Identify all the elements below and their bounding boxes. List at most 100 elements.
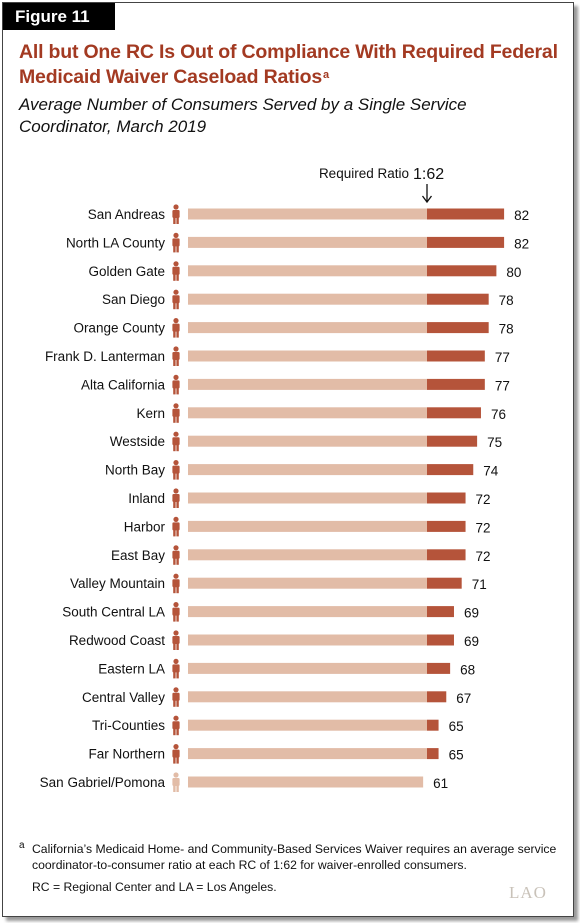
- person-icon: [172, 516, 180, 537]
- data-label: 78: [499, 322, 514, 337]
- person-icon-leg: [176, 700, 179, 707]
- data-label: 74: [483, 464, 499, 479]
- data-label: 71: [472, 577, 487, 592]
- person-icon: [172, 744, 180, 764]
- bar-excess: [427, 492, 466, 504]
- person-icon-leg: [176, 444, 179, 452]
- person-icon-leg: [176, 245, 179, 253]
- category-label: Eastern LA: [98, 661, 165, 676]
- person-icon-leg: [173, 671, 176, 679]
- category-label: San Gabriel/Pomona: [40, 775, 166, 790]
- bar-excess: [427, 464, 474, 476]
- bar-base: [188, 322, 427, 334]
- person-icon-leg: [176, 302, 179, 310]
- person-icon-head: [173, 516, 179, 522]
- person-icon-leg: [173, 615, 176, 622]
- person-icon: [172, 204, 180, 224]
- person-icon-head: [173, 374, 179, 380]
- person-icon-head: [173, 545, 179, 551]
- category-label: Kern: [136, 406, 165, 421]
- person-icon-head: [173, 403, 179, 409]
- person-icon-body: [172, 465, 180, 474]
- bar-base: [188, 577, 427, 589]
- person-icon-leg: [173, 728, 176, 736]
- category-label: Alta California: [81, 377, 166, 392]
- person-icon-leg: [173, 643, 176, 650]
- bar-base: [188, 464, 427, 476]
- person-icon-leg: [173, 757, 176, 764]
- footnote-text: California’s Medicaid Home- and Communit…: [32, 842, 557, 872]
- person-icon-leg: [176, 529, 179, 537]
- person-icon-leg: [173, 359, 176, 366]
- person-icon-leg: [173, 302, 176, 310]
- person-icon-body: [172, 380, 180, 389]
- person-icon-head: [173, 232, 179, 238]
- chart-rows: San Andreas 82 North LA County 82 Golden Gat…: [40, 204, 529, 792]
- category-label: East Bay: [111, 548, 165, 563]
- person-icon-leg: [173, 586, 176, 594]
- person-icon-leg: [176, 586, 179, 594]
- person-icon-leg: [176, 473, 179, 480]
- bar-excess: [427, 322, 489, 334]
- person-icon-leg: [176, 501, 179, 508]
- person-icon-body: [172, 323, 180, 332]
- bar-base: [188, 492, 427, 504]
- person-icon-leg: [176, 387, 179, 395]
- person-icon-body: [172, 437, 180, 446]
- person-icon: [172, 261, 180, 281]
- person-icon-head: [173, 715, 179, 721]
- required-ratio-value: 1:62: [413, 166, 444, 183]
- data-label: 69: [464, 634, 479, 649]
- person-icon: [172, 573, 180, 594]
- bar-row: Orange County 78: [73, 318, 514, 338]
- person-icon-leg: [176, 217, 179, 224]
- person-icon-body: [172, 550, 180, 559]
- data-label: 67: [456, 691, 471, 706]
- required-ratio-label: Required Ratio: [319, 166, 409, 181]
- chart-title-text: All but One RC Is Out of Compliance With…: [19, 41, 558, 88]
- category-label: Frank D. Lanterman: [45, 349, 165, 364]
- person-icon-head: [173, 261, 179, 267]
- bar-row: San Andreas 82: [88, 204, 529, 224]
- person-icon: [172, 232, 180, 253]
- data-label: 68: [460, 662, 475, 677]
- category-label: South Central LA: [62, 605, 165, 620]
- figure-label: Figure 11: [3, 3, 115, 30]
- person-icon: [172, 346, 180, 366]
- bar-base: [188, 691, 427, 703]
- person-icon-head: [173, 744, 179, 750]
- person-icon-head: [173, 772, 179, 778]
- person-icon-body: [172, 266, 180, 275]
- bar-row: Westside 75: [110, 431, 502, 452]
- bar-base: [188, 549, 427, 561]
- person-icon-leg: [176, 416, 179, 423]
- person-icon-leg: [176, 643, 179, 650]
- bar-excess: [427, 719, 439, 731]
- person-icon-body: [172, 664, 180, 673]
- abbreviations-note: RC = Regional Center and LA = Los Angele…: [32, 880, 277, 894]
- bar-row: Tri-Counties 65: [92, 715, 464, 736]
- person-icon-head: [173, 460, 179, 466]
- chart-subtitle: Average Number of Consumers Served by a …: [19, 95, 467, 136]
- bar-base: [188, 407, 427, 419]
- data-label: 82: [514, 236, 529, 251]
- person-icon: [172, 658, 180, 679]
- person-icon: [172, 488, 180, 508]
- person-icon-body: [172, 692, 180, 701]
- data-label: 61: [433, 776, 448, 791]
- bar-row: Eastern LA 68: [98, 658, 475, 679]
- bar-row: Valley Mountain 71: [70, 573, 487, 594]
- person-icon-body: [172, 522, 180, 531]
- person-icon-body: [172, 295, 180, 304]
- bar-base: [188, 634, 427, 646]
- bar-base: [188, 265, 427, 277]
- person-icon: [172, 403, 180, 423]
- person-icon-body: [172, 494, 180, 502]
- category-label: North Bay: [105, 463, 165, 478]
- person-icon-leg: [176, 331, 179, 338]
- person-icon: [172, 318, 180, 338]
- bar-row: San Diego 78: [102, 289, 514, 310]
- person-icon-leg: [176, 359, 179, 366]
- bar-base: [188, 748, 427, 760]
